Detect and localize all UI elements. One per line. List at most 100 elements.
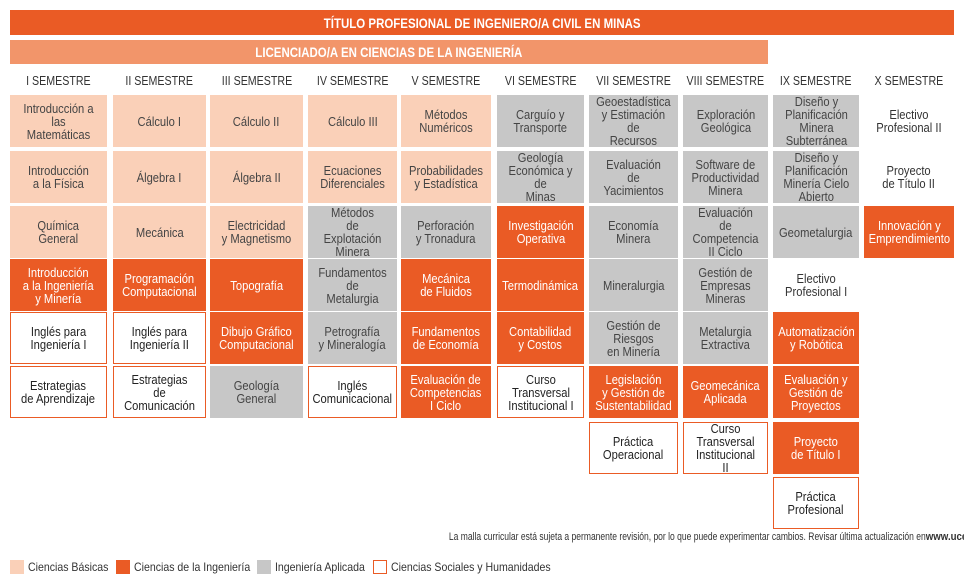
course-label: Métodos Numéricos — [419, 107, 473, 135]
course-cell: Mineralurgia — [589, 259, 678, 311]
course-cell: Software de Productividad Minera — [683, 151, 768, 203]
course-label: Estrategias de Aprendizaje — [21, 378, 96, 406]
course-label: Evaluación de Yacimientos — [603, 156, 664, 198]
program-title: TÍTULO PROFESIONAL DE INGENIERO/A CIVIL … — [323, 14, 641, 31]
course-label: Proyecto de Título II — [882, 163, 936, 191]
semester-header: IX SEMESTRE — [780, 72, 852, 88]
course-label: Álgebra I — [137, 169, 182, 185]
course-cell: Economía Minera — [589, 206, 678, 258]
course-label: Diseño y Planificación Minería Cielo Abi… — [783, 151, 849, 203]
course-cell: Geoestadística y Estimación de Recursos — [589, 95, 678, 147]
course-cell: Programación Computacional — [113, 259, 206, 311]
course-cell: Automatización y Robótica — [773, 312, 859, 364]
course-cell: Inglés para Ingeniería I — [10, 312, 107, 364]
course-label: Inglés para Ingeniería II — [129, 324, 190, 352]
legend-label: Ciencias Sociales y Humanidades — [391, 560, 551, 574]
course-cell: Petrografía y Mineralogía — [308, 312, 397, 364]
course-cell: Introducción a las Matemáticas — [10, 95, 107, 147]
course-cell: Inglés para Ingeniería II — [113, 312, 206, 364]
course-label: Geología General — [233, 378, 280, 406]
course-label: Evaluación de Competencias I Ciclo — [410, 371, 482, 413]
semester-header: VI SEMESTRE — [504, 72, 577, 88]
course-cell: Exploración Geológica — [683, 95, 768, 147]
course-cell: Álgebra I — [113, 151, 206, 203]
semester-header: VII SEMESTRE — [596, 72, 671, 88]
course-cell: Métodos Numéricos — [401, 95, 491, 147]
legend-label: Ciencias Básicas — [28, 560, 109, 574]
course-label: Contabilidad y Costos — [509, 324, 572, 352]
course-label: Curso Transversal Institucional II — [695, 422, 756, 474]
course-label: Topografía — [230, 277, 283, 293]
course-label: Diseño y Planificación Minera Subterráne… — [784, 95, 848, 147]
legend-item: Ciencias Básicas — [10, 559, 119, 575]
course-label: Electricidad y Magnetismo — [221, 218, 292, 246]
course-cell: Química General — [10, 206, 107, 258]
course-cell: Electivo Profesional I — [773, 259, 859, 311]
course-label: Estrategias de Comunicación — [124, 371, 195, 413]
course-cell: Fundamentos de Economía — [401, 312, 491, 364]
course-label: Evaluación de Competencia II Ciclo — [692, 206, 759, 258]
course-cell: Gestión de Riesgos en Minería — [589, 312, 678, 364]
course-label: Electivo Profesional II — [876, 107, 942, 135]
course-label: Dibujo Gráfico Computacional — [219, 324, 294, 352]
course-cell: Evaluación y Gestión de Proyectos — [773, 366, 859, 418]
course-label: Innovación y Emprendimiento — [868, 218, 950, 246]
course-cell: Termodinámica — [497, 259, 584, 311]
note-text: La malla curricular está sujeta a perman… — [448, 531, 926, 543]
semester-header: II SEMESTRE — [125, 72, 194, 88]
website-link[interactable]: www.ucentral.cl — [925, 531, 964, 543]
course-cell: Álgebra II — [210, 151, 303, 203]
course-cell: Cálculo I — [113, 95, 206, 147]
course-label: Economía Minera — [608, 218, 659, 246]
semester-header: X SEMESTRE — [874, 72, 944, 88]
course-label: Introducción a la Física — [28, 163, 89, 191]
course-label: Fundamentos de Economía — [411, 324, 481, 352]
course-label: Proyecto de Título I — [791, 434, 841, 462]
course-cell: Electivo Profesional II — [864, 95, 954, 147]
course-label: Termodinámica — [502, 277, 579, 293]
course-cell: Introducción a la Ingeniería y Minería — [10, 259, 107, 311]
course-cell: Evaluación de Competencia II Ciclo — [683, 206, 768, 258]
course-label: Métodos de Explotación Minera — [323, 206, 382, 258]
course-cell: Investigación Operativa — [497, 206, 584, 258]
course-cell: Proyecto de Título II — [864, 151, 954, 203]
course-cell: Cálculo II — [210, 95, 303, 147]
course-cell: Fundamentos de Metalurgia — [308, 259, 397, 311]
legend-swatch — [257, 560, 271, 574]
course-cell: Métodos de Explotación Minera — [308, 206, 397, 258]
course-cell: Inglés Comunicacional — [308, 366, 397, 418]
course-label: Práctica Profesional — [788, 489, 844, 517]
course-label: Evaluación y Gestión de Proyectos — [784, 371, 848, 413]
course-cell: Proyecto de Título I — [773, 422, 859, 474]
legend-label: Ingeniería Aplicada — [275, 560, 365, 574]
course-cell: Dibujo Gráfico Computacional — [210, 312, 303, 364]
course-label: Software de Productividad Minera — [691, 156, 760, 198]
course-cell: Diseño y Planificación Minería Cielo Abi… — [773, 151, 859, 203]
semester-header: VIII SEMESTRE — [686, 72, 765, 88]
course-cell: Perforación y Tronadura — [401, 206, 491, 258]
course-label: Fundamentos de Metalurgia — [318, 264, 387, 306]
course-label: Cálculo III — [327, 113, 378, 129]
course-cell: Mecánica — [113, 206, 206, 258]
course-cell: Topografía — [210, 259, 303, 311]
course-cell: Carguío y Transporte — [497, 95, 584, 147]
course-cell: Introducción a la Física — [10, 151, 107, 203]
course-cell: Cálculo III — [308, 95, 397, 147]
course-label: Mineralurgia — [602, 277, 665, 293]
course-cell: Geología General — [210, 366, 303, 418]
course-label: Investigación Operativa — [507, 218, 574, 246]
course-label: Electivo Profesional I — [784, 271, 848, 299]
course-label: Cálculo II — [233, 113, 280, 129]
course-cell: Evaluación de Competencias I Ciclo — [401, 366, 491, 418]
course-cell: Geomecánica Aplicada — [683, 366, 768, 418]
course-label: Gestión de Empresas Mineras — [698, 264, 753, 306]
course-cell: Innovación y Emprendimiento — [864, 206, 954, 258]
course-label: Curso Transversal Institucional I — [507, 371, 574, 413]
course-cell: Geometalurgia — [773, 206, 859, 258]
course-label: Química General — [37, 218, 80, 246]
course-label: Legislación y Gestión de Sustentabilidad — [595, 371, 672, 413]
course-label: Geoestadística y Estimación de Recursos — [596, 95, 671, 147]
course-cell: Probabilidades y Estadística — [401, 151, 491, 203]
course-label: Introducción a la Ingeniería y Minería — [23, 264, 94, 306]
course-label: Inglés para Ingeniería I — [30, 324, 87, 352]
